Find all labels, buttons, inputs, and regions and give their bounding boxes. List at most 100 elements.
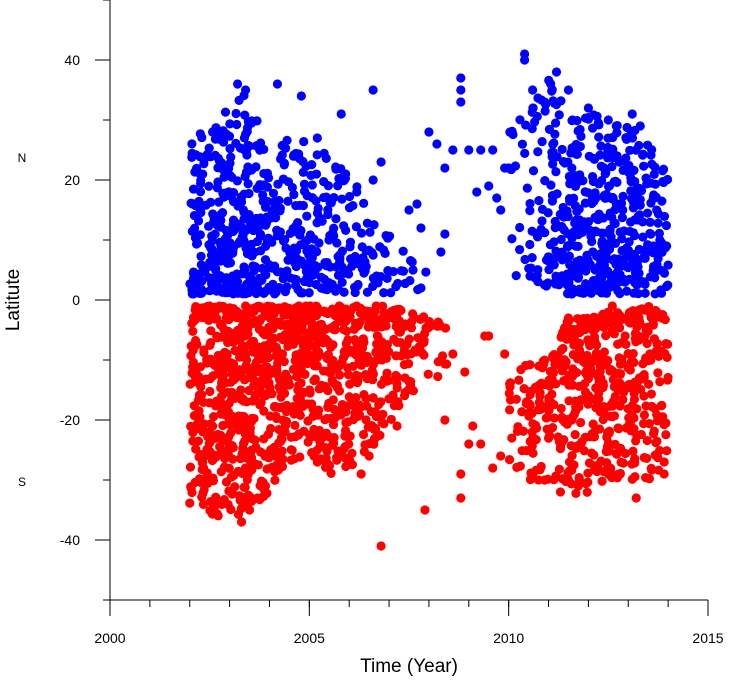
data-point: [361, 415, 371, 425]
data-point: [192, 303, 203, 313]
data-point: [195, 187, 206, 197]
data-point: [557, 144, 567, 155]
data-point: [393, 323, 404, 333]
data-point: [187, 139, 197, 149]
data-point: [639, 161, 649, 171]
data-point: [293, 326, 303, 336]
data-point: [366, 406, 376, 417]
data-point: [596, 141, 606, 151]
data-point: [204, 143, 214, 153]
data-point: [255, 400, 265, 410]
data-point: [372, 339, 382, 349]
data-point: [580, 187, 590, 197]
data-point: [519, 383, 529, 394]
data-point: [205, 386, 215, 397]
data-point: [527, 85, 538, 95]
data-point: [291, 280, 301, 290]
data-point: [567, 450, 577, 461]
data-point: [198, 499, 209, 509]
data-point: [226, 504, 236, 515]
data-point: [233, 509, 244, 519]
data-point: [544, 124, 555, 134]
data-point: [319, 274, 330, 284]
data-point: [651, 192, 661, 202]
data-point: [654, 228, 664, 238]
data-point: [533, 232, 543, 242]
data-point: [337, 357, 347, 368]
data-point: [274, 374, 285, 385]
data-point: [220, 107, 231, 117]
data-point: [245, 428, 255, 438]
data-point: [573, 171, 584, 181]
data-point: [260, 451, 270, 461]
data-point: [661, 430, 671, 440]
data-point: [405, 381, 416, 391]
data-point: [211, 123, 221, 133]
data-point: [574, 475, 585, 485]
data-point: [194, 390, 204, 400]
data-point: [205, 152, 216, 162]
data-point: [577, 317, 587, 327]
data-point: [207, 455, 217, 466]
data-point: [247, 165, 257, 175]
data-point: [581, 357, 591, 368]
data-point: [212, 220, 222, 230]
data-point: [517, 407, 527, 417]
data-point: [264, 352, 274, 363]
data-point: [410, 345, 420, 355]
data-point: [212, 499, 222, 509]
data-point: [500, 349, 510, 359]
data-point: [374, 316, 384, 326]
data-point: [290, 420, 300, 430]
data-point: [603, 181, 614, 192]
data-point: [549, 138, 559, 148]
data-point: [219, 495, 229, 505]
data-point: [517, 139, 528, 149]
data-point: [256, 381, 266, 391]
data-point: [348, 361, 358, 371]
data-point: [327, 323, 337, 333]
data-point: [625, 226, 635, 237]
data-point: [627, 133, 638, 143]
data-point: [547, 152, 557, 162]
data-point: [242, 475, 252, 485]
data-point: [650, 273, 660, 283]
data-point: [568, 350, 578, 360]
data-point: [289, 454, 299, 464]
data-point: [464, 439, 474, 449]
data-point: [258, 190, 268, 200]
data-point: [188, 326, 198, 337]
data-point: [597, 476, 607, 486]
data-point: [646, 389, 656, 399]
data-point: [205, 447, 215, 457]
data-point: [247, 251, 257, 261]
data-point: [247, 336, 257, 347]
data-point: [210, 134, 221, 144]
data-point: [193, 436, 204, 446]
data-point: [235, 495, 245, 506]
data-point: [574, 204, 584, 214]
data-point: [543, 208, 553, 218]
data-point: [539, 97, 550, 107]
ticks: 2000 2005 2010 2015 -40 -20 0 20 40: [60, 0, 724, 646]
data-point: [191, 444, 201, 454]
data-point: [369, 322, 379, 332]
data-point: [296, 364, 306, 374]
data-point: [448, 349, 458, 359]
data-point: [653, 218, 663, 228]
data-point: [312, 361, 322, 371]
data-point: [553, 432, 563, 442]
data-point: [574, 402, 584, 412]
data-point: [525, 401, 535, 411]
data-point: [582, 487, 592, 497]
data-point: [648, 320, 658, 330]
data-point: [207, 313, 218, 323]
data-point: [222, 401, 232, 411]
data-point: [615, 469, 625, 479]
data-point: [231, 108, 241, 119]
data-point: [225, 119, 235, 129]
data-point: [609, 217, 619, 228]
data-point: [244, 505, 255, 515]
data-point: [379, 288, 389, 298]
